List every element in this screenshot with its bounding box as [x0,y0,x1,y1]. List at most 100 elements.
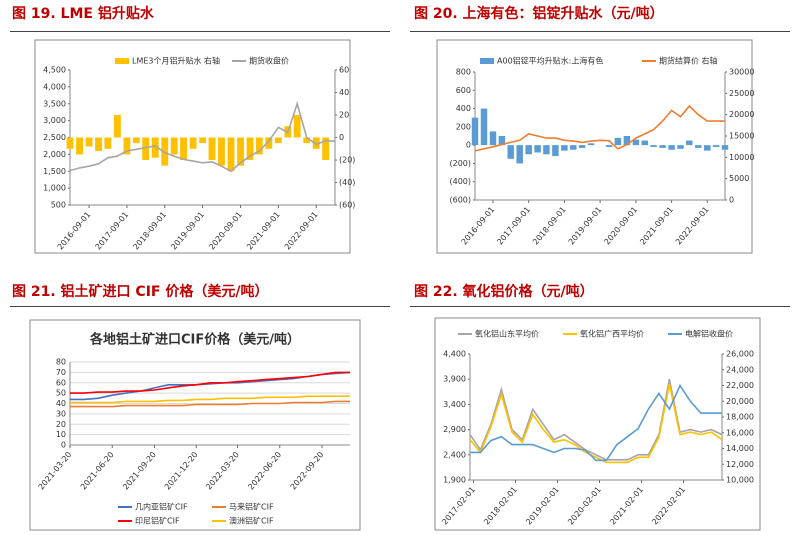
legend-label: 电解铝收盘价 [685,329,733,339]
bar [218,137,225,166]
bar [161,137,169,166]
y-tick-label: 80 [56,358,66,367]
figure-heading: 图 22. 氧化铝价格（元/吨） [414,284,594,300]
bar [312,137,320,149]
x-tick-label: 2019-09-01 [169,210,206,251]
y-tick-label: 30 [56,409,66,418]
y2-tick-label: (20) [339,156,355,165]
bar [516,145,523,164]
heading-rule [10,31,390,32]
y-tick-label: (200) [449,159,471,168]
bar [552,145,559,157]
y2-tick-label: 15000 [729,132,754,141]
bar [265,137,273,149]
bar [104,137,112,149]
bar [650,145,657,147]
line [70,371,350,394]
line [69,101,335,173]
y2-tick-label: 20,000 [726,397,754,406]
bar [123,137,131,155]
x-tick-label: 2021-09-20 [121,450,158,491]
x-tick-label: 2022-06-20 [246,450,283,491]
x-tick-label: 2021-09-01 [638,205,675,246]
legend-label: 印尼铝矿CIF [135,516,180,526]
y2-tick-label: 16,000 [726,428,754,437]
x-tick-label: 2020-09-01 [603,205,640,246]
bar [322,137,330,160]
x-tick-label: 2016-09-01 [460,205,497,246]
y2-tick-label: 60 [339,66,349,75]
x-tick-label: 2019-02-01 [524,485,561,526]
bar [76,137,83,155]
y-tick-label: 2,000 [43,150,66,159]
bar [704,145,711,151]
bar [570,145,577,150]
y-tick-label: 800 [456,68,471,77]
chart-frame [29,319,361,531]
y-tick-label: (400) [449,177,471,186]
figure-heading: 图 19. LME 铝升贴水 [12,6,154,22]
y2-tick-label: 0 [729,196,734,205]
x-tick-label: 2021-12-20 [163,450,200,491]
bar [587,143,595,146]
bar [274,137,282,144]
bar [180,137,187,160]
y2-tick-label: 40 [339,88,349,97]
x-tick-label: 2021-02-01 [608,485,645,526]
chart-title: 各地铝土矿进口CIF价格（美元/吨） [89,332,300,348]
figure-heading: 图 21. 铝土矿进口 CIF 价格（美元/吨） [12,284,269,300]
x-tick-label: 2022-09-01 [283,210,320,251]
bar [525,145,532,155]
legend-swatch [115,58,129,64]
y-tick-label: 3,500 [43,99,66,108]
bar [498,136,506,146]
line [70,400,350,408]
y2-tick-label: 22,000 [726,381,754,390]
y2-tick-label: 12,000 [726,460,754,469]
line [470,383,722,462]
y2-tick-label: 10,000 [726,476,754,485]
bar [507,145,514,159]
y-tick-label: 1,000 [43,184,66,193]
y-tick-label: 50 [56,389,66,398]
y-tick-label: 200 [456,122,471,131]
bar [95,137,102,151]
bar [293,115,301,138]
x-tick-label: 2017-09-01 [94,210,131,251]
bar [543,145,550,155]
bar [712,145,720,147]
bar [113,115,121,138]
x-tick-label: 2017-09-01 [495,205,532,246]
bar [668,145,675,150]
legend-label: LME3个月铝升贴水 右轴 [132,56,220,66]
y2-tick-label: 24,000 [726,365,754,374]
y-tick-label: 0 [61,441,66,450]
bar [66,137,74,149]
bar [151,137,159,158]
y-tick-label: 2,900 [443,425,466,434]
y-tick-label: 10 [56,430,66,439]
legend-label: 期货结算价 右轴 [659,56,718,66]
bar [246,137,254,160]
x-tick-label: 2018-09-01 [531,205,568,246]
bar [255,137,263,155]
legend-label: 马来铝矿CIF [229,502,274,512]
bar [623,136,631,146]
y-tick-label: 70 [56,368,66,377]
bar [659,145,666,148]
y2-tick-label: 30000 [729,68,754,77]
line [469,384,723,464]
y-tick-label: 40 [56,399,66,408]
y-tick-label: 1,500 [43,167,66,176]
bar [632,139,640,146]
bar [480,108,488,146]
y-tick-label: 0 [466,141,471,150]
legend-swatch [480,58,494,64]
y-tick-label: 600 [456,86,471,95]
bar [695,145,702,148]
bar [605,145,613,147]
bar [208,137,216,160]
bar [641,140,649,146]
y2-tick-label: 26,000 [726,350,754,359]
